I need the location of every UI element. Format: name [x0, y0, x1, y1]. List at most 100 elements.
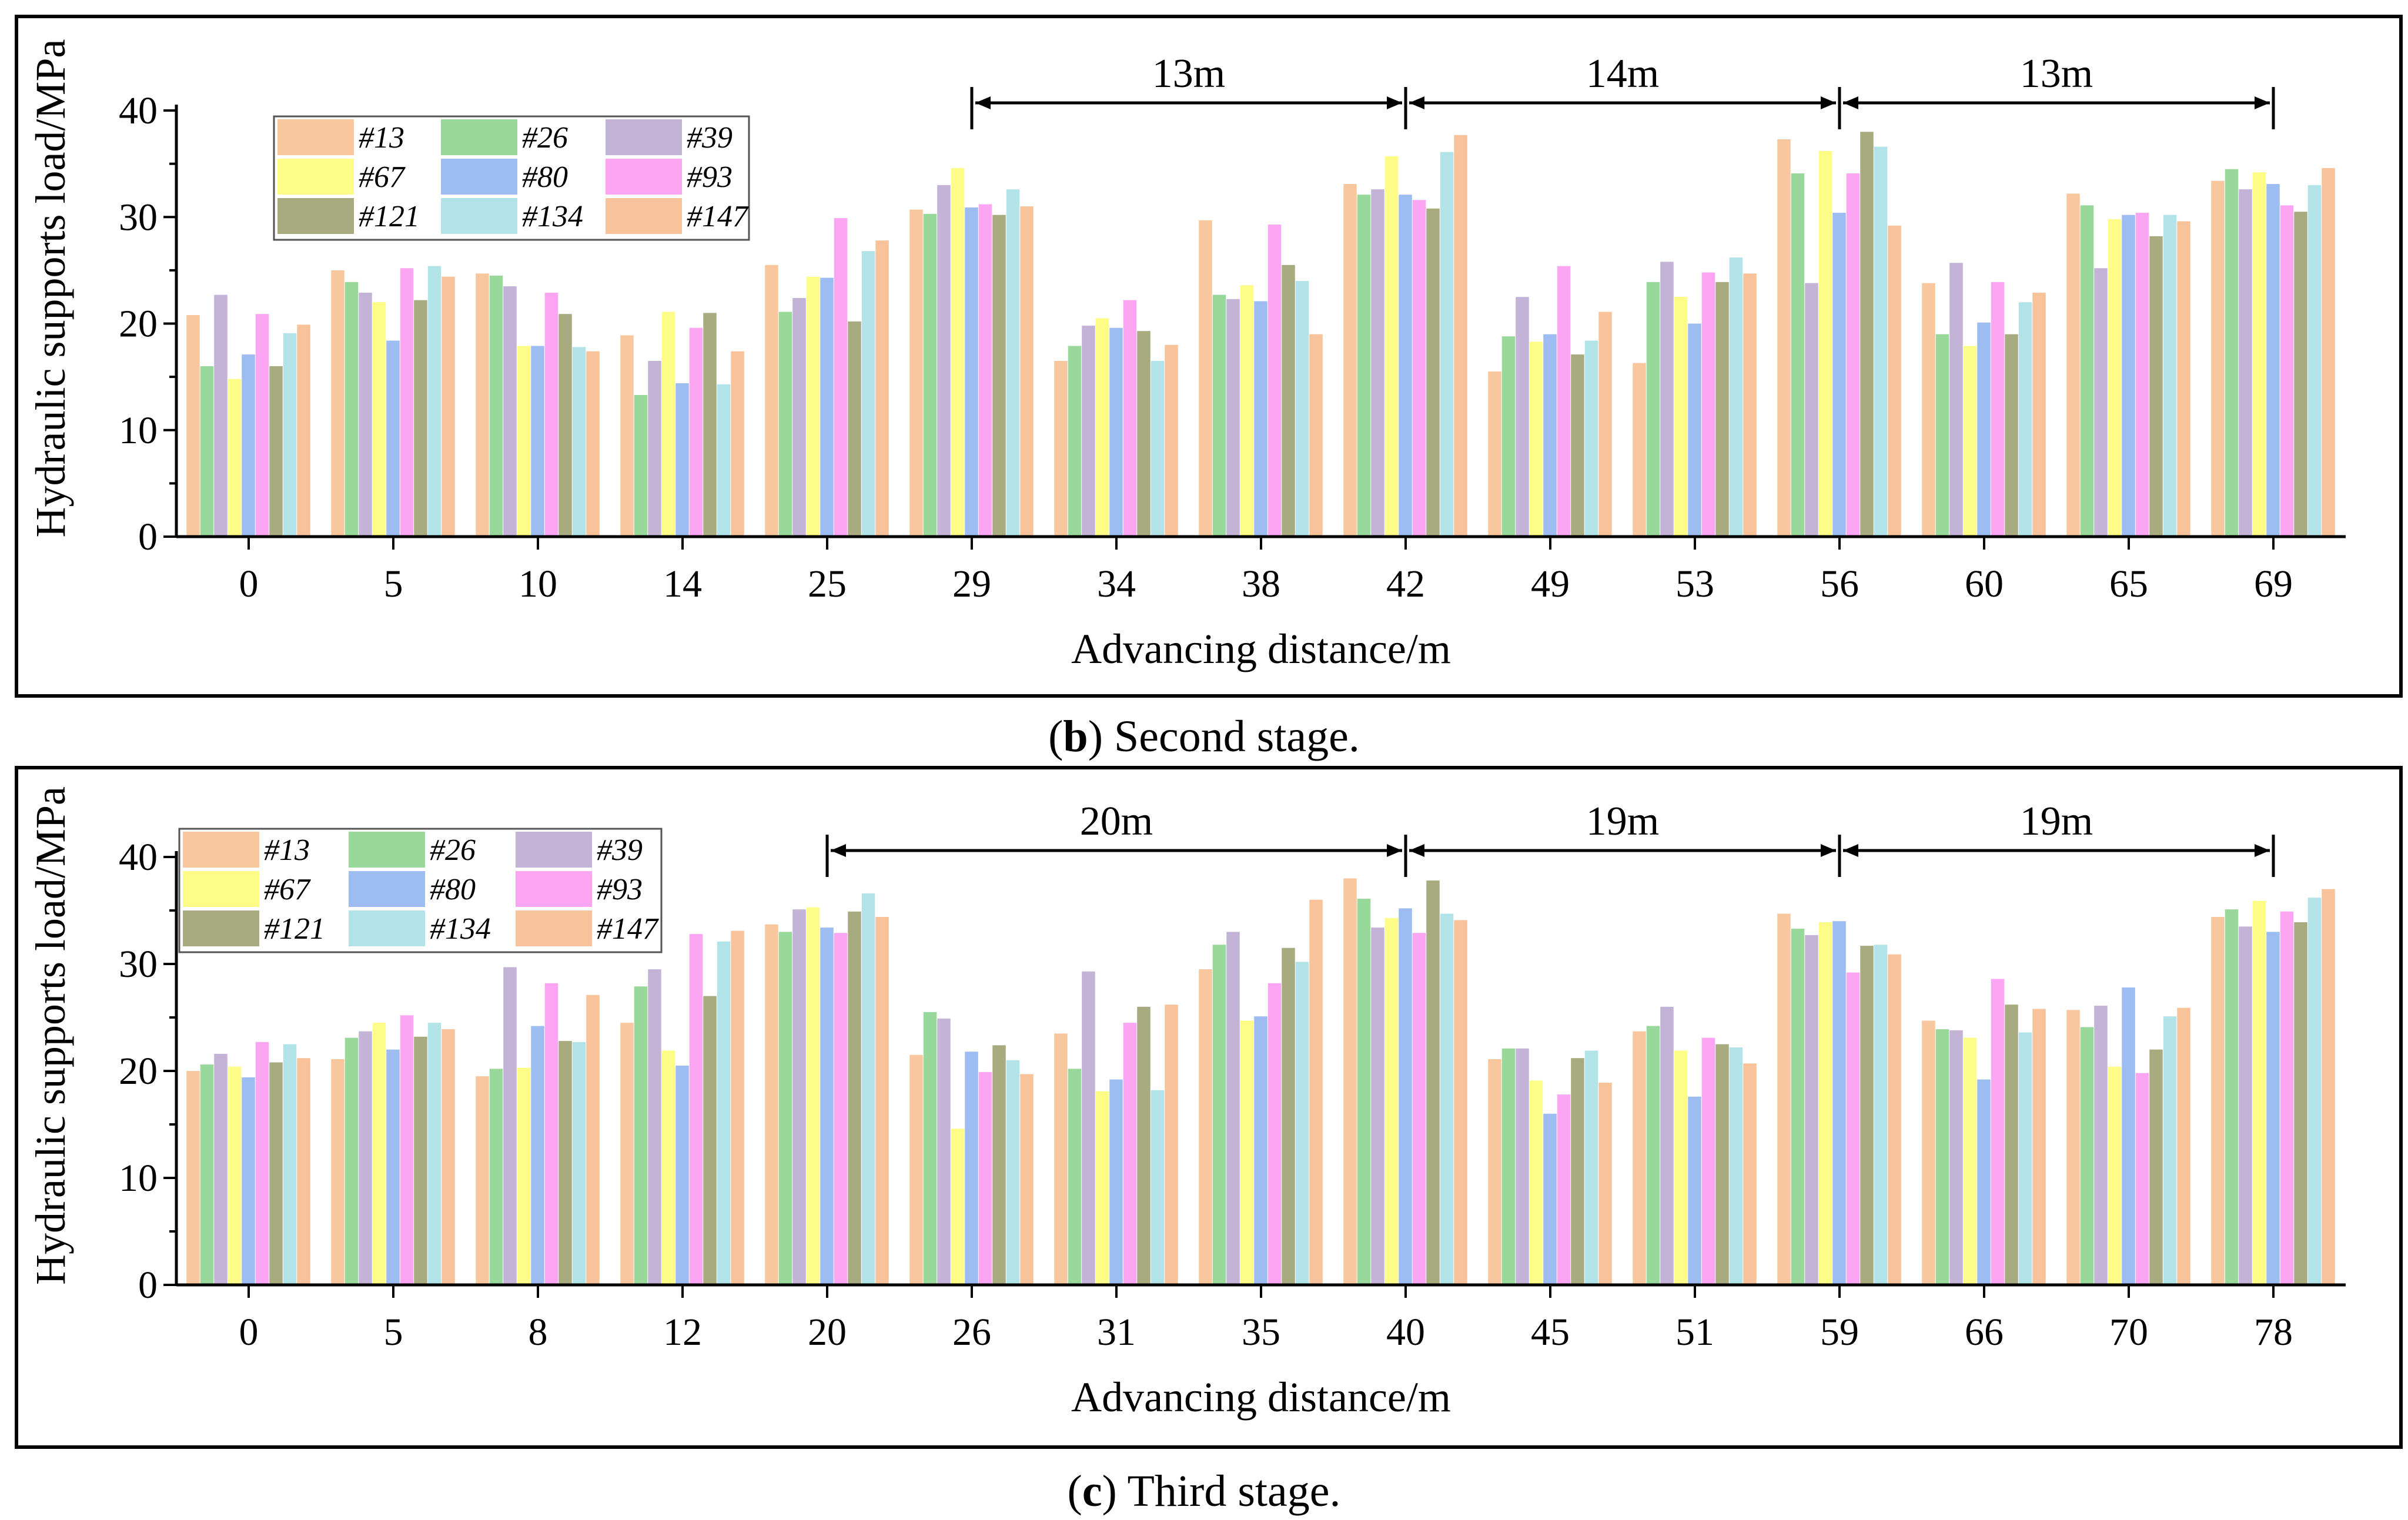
- bar-support-134-at-78: [2307, 898, 2322, 1285]
- bar-support-39-at-14: [648, 360, 661, 537]
- bar-support-121-at-10: [558, 314, 572, 537]
- chart-panel-third-stage: 0 10 20 30 40 0 5 8 12 20 26 31 35 40 45 51 59 66 70 78 Adva…: [15, 766, 2403, 1449]
- bar-support-93-at-14: [689, 327, 703, 537]
- x-tick-label: 42: [1386, 563, 1425, 605]
- span-arrow-head: [2255, 96, 2270, 109]
- legend-label: #121: [264, 912, 325, 946]
- bar-support-134-at-0: [283, 333, 297, 537]
- legend-swatch: [516, 871, 592, 907]
- bar-support-26-at-12: [634, 986, 648, 1285]
- bar-support-121-at-51: [1715, 1044, 1729, 1285]
- legend-swatch: [349, 910, 425, 946]
- bar-support-134-at-0: [283, 1044, 297, 1285]
- bar-support-13-at-5: [331, 1059, 345, 1285]
- span-arrow-head: [1409, 96, 1424, 109]
- bar-support-39-at-5: [359, 292, 372, 537]
- bar-support-121-at-29: [992, 215, 1006, 537]
- bar-support-93-at-51: [1701, 1037, 1715, 1285]
- bar-support-80-at-10: [531, 346, 544, 537]
- bar-support-26-at-0: [200, 1064, 214, 1285]
- bar-support-39-at-0: [214, 294, 228, 537]
- bar-support-13-at-8: [476, 1076, 489, 1285]
- bar-support-134-at-5: [427, 1023, 442, 1285]
- bar-support-80-at-70: [2122, 987, 2135, 1285]
- bar-support-13-at-26: [909, 1054, 923, 1285]
- bar-support-134-at-25: [861, 251, 875, 537]
- bar-support-13-at-0: [186, 1071, 200, 1285]
- bar-support-80-at-26: [965, 1052, 978, 1285]
- bar-support-26-at-51: [1646, 1026, 1660, 1285]
- bar-support-93-at-66: [1991, 979, 2005, 1285]
- bar-support-26-at-78: [2225, 909, 2239, 1285]
- bar-support-13-at-35: [1199, 969, 1212, 1285]
- bar-support-67-at-12: [661, 1050, 675, 1285]
- y-tick-label: 10: [119, 1157, 158, 1200]
- bar-support-26-at-5: [345, 1037, 359, 1285]
- bar-support-80-at-0: [242, 1077, 255, 1285]
- bar-support-147-at-12: [731, 930, 744, 1285]
- bar-support-13-at-12: [620, 1023, 634, 1285]
- bar-support-93-at-0: [255, 314, 269, 537]
- bar-support-121-at-53: [1715, 282, 1729, 537]
- legend-label: #67: [359, 160, 406, 194]
- bar-support-134-at-5: [427, 266, 442, 537]
- bar-support-67-at-5: [372, 1023, 386, 1285]
- bar-support-121-at-49: [1571, 354, 1584, 537]
- bar-support-134-at-10: [572, 347, 586, 537]
- bar-support-26-at-60: [1935, 334, 1949, 537]
- bar-support-147-at-5: [442, 1029, 455, 1285]
- bar-support-134-at-56: [1874, 146, 1888, 537]
- bar-support-147-at-60: [2032, 292, 2046, 537]
- bar-support-13-at-56: [1777, 139, 1791, 537]
- legend-swatch: [277, 119, 354, 155]
- bar-support-67-at-25: [806, 276, 820, 537]
- bar-support-121-at-42: [1426, 208, 1440, 537]
- bar-support-134-at-35: [1295, 962, 1309, 1285]
- bar-support-80-at-12: [675, 1065, 689, 1285]
- bar-support-147-at-56: [1888, 225, 1901, 537]
- bar-support-80-at-34: [1109, 327, 1123, 537]
- bar-support-26-at-40: [1357, 898, 1371, 1285]
- legend-swatch: [277, 198, 354, 234]
- x-tick-label: 45: [1531, 1311, 1570, 1354]
- bar-support-13-at-45: [1488, 1059, 1501, 1285]
- bar-support-134-at-59: [1874, 945, 1888, 1285]
- span-annotation: 20m: [825, 799, 1407, 877]
- y-tick-label: 40: [119, 89, 158, 132]
- bar-support-39-at-56: [1805, 283, 1818, 537]
- bar-support-93-at-70: [2135, 1073, 2149, 1285]
- legend-swatch: [441, 198, 517, 234]
- bar-support-39-at-8: [503, 967, 517, 1285]
- bar-support-67-at-49: [1529, 342, 1543, 537]
- bar-support-134-at-20: [861, 893, 875, 1285]
- bar-support-121-at-60: [2005, 334, 2018, 537]
- bar-support-80-at-42: [1399, 195, 1412, 537]
- bar-support-39-at-69: [2239, 189, 2252, 537]
- legend-swatch: [516, 832, 592, 868]
- bar-support-26-at-34: [1068, 346, 1082, 537]
- legend-swatch: [606, 159, 682, 195]
- legend-swatch: [183, 910, 259, 946]
- x-tick-label: 66: [1965, 1311, 2004, 1354]
- legend-swatch: [516, 910, 592, 946]
- bar-support-80-at-35: [1254, 1016, 1267, 1285]
- bar-support-80-at-25: [820, 277, 834, 537]
- legend-swatch: [441, 119, 517, 155]
- bar-support-67-at-10: [517, 346, 531, 537]
- bar-support-93-at-10: [544, 292, 558, 537]
- bar-support-80-at-5: [386, 340, 400, 537]
- bar-support-39-at-10: [503, 286, 517, 537]
- bar-support-80-at-66: [1977, 1079, 1991, 1285]
- bar-support-13-at-5: [331, 270, 345, 537]
- bar-support-147-at-31: [1165, 1005, 1178, 1285]
- bar-support-26-at-29: [923, 213, 937, 537]
- chart-frame: [15, 15, 2403, 698]
- bar-support-147-at-65: [2177, 221, 2190, 537]
- bar-support-121-at-45: [1571, 1058, 1584, 1285]
- bar-support-93-at-53: [1701, 272, 1715, 537]
- bar-support-67-at-14: [661, 312, 675, 537]
- y-tick-label: 20: [119, 1050, 158, 1093]
- bar-support-93-at-40: [1412, 933, 1426, 1285]
- bar-support-39-at-5: [359, 1031, 372, 1285]
- x-tick-label: 53: [1675, 563, 1714, 605]
